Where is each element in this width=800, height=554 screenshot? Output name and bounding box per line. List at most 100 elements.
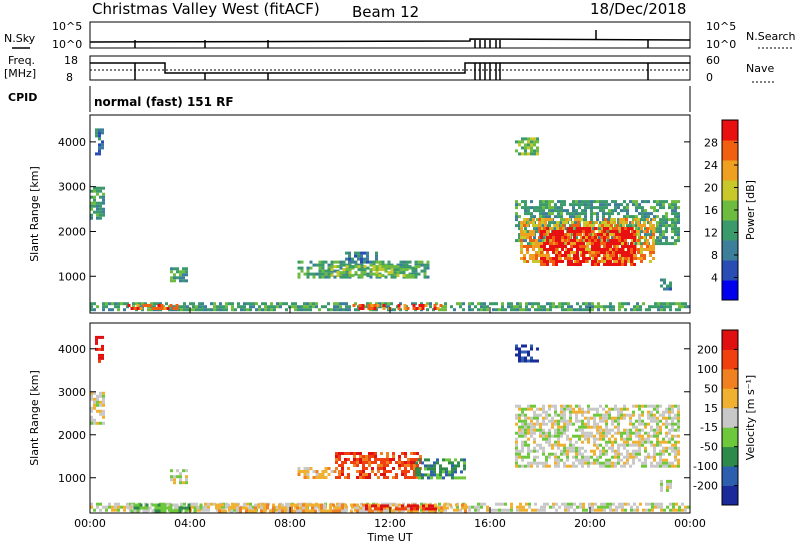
data-cell [602,215,605,219]
data-cell [624,245,627,248]
data-cell [90,189,93,193]
data-cell [380,458,383,461]
data-cell [587,410,590,414]
data-cell [414,272,418,276]
data-cell [539,407,542,411]
data-cell [663,508,666,512]
data-cell [644,404,647,408]
data-cell [96,204,99,208]
data-cell [427,464,430,468]
cpid-value: normal (fast) 151 RF [94,95,234,109]
data-cell [599,227,602,231]
data-cell [638,440,641,444]
data-cell [632,422,635,426]
data-cell [592,251,595,254]
data-cell [390,302,393,306]
data-cell [656,416,659,420]
colorbar-tick-label: 15 [704,402,718,415]
data-cell [624,254,627,257]
data-cell [668,431,671,435]
data-cell [619,230,622,233]
data-cell [99,201,102,205]
data-cell [645,308,648,312]
data-cell [529,230,532,233]
data-cell [656,221,659,225]
nsky-tick-top: 10^5 [52,20,82,33]
data-cell [572,434,575,438]
data-cell [523,221,526,224]
data-cell [584,212,587,216]
data-cell [169,503,173,507]
data-cell [377,503,380,507]
data-cell [530,416,533,420]
data-cell [102,394,105,398]
data-cell [557,206,560,210]
data-cell [650,416,653,420]
data-cell [665,224,668,228]
data-cell [365,467,368,470]
data-cell [524,200,527,204]
data-cell [587,203,590,207]
data-cell [518,356,521,360]
data-cell [454,476,457,480]
data-cell [392,503,395,507]
data-cell [629,437,632,441]
data-cell [568,218,571,221]
data-cell [515,353,518,357]
data-cell [163,307,167,310]
data-cell [90,421,93,425]
data-cell [407,464,410,467]
data-cell [398,455,401,458]
data-cell [677,464,680,468]
colorbar-segment [722,220,738,241]
data-cell [390,275,394,279]
data-cell [605,461,608,465]
data-cell [527,143,530,147]
data-cell [536,140,539,144]
colorbar-frame [721,329,739,506]
data-cell [411,268,415,272]
data-cell [404,461,407,464]
data-cell [662,449,665,453]
data-cell [608,218,611,222]
data-cell [459,508,462,512]
data-cell [604,233,607,236]
data-cell [532,260,535,263]
data-cell [183,502,186,506]
data-cell [336,274,340,278]
data-cell [557,212,560,216]
data-cell [557,458,560,462]
data-cell [662,200,665,204]
data-cell [600,305,603,309]
data-cell [306,272,310,276]
data-cell [305,503,308,507]
data-cell [408,274,412,278]
data-cell [626,431,629,435]
data-cell [604,224,607,227]
data-cell [380,507,383,511]
data-cell [561,245,564,248]
data-cell [596,425,599,429]
data-cell [575,413,578,417]
data-cell [538,248,541,251]
data-cell [157,304,161,307]
data-cell [635,227,638,231]
data-cell [501,508,504,512]
data-cell [607,221,610,224]
data-cell [369,275,373,279]
data-cell [644,458,647,462]
data-cell [663,302,666,306]
data-cell [397,307,401,310]
data-cell [231,308,234,312]
data-cell [617,455,620,459]
data-cell [544,224,547,227]
data-cell [234,508,237,512]
data-cell [560,449,563,453]
colorbar-segment [722,200,738,221]
data-cell [630,236,633,239]
data-cell [515,422,518,426]
data-cell [423,502,426,506]
data-cell [552,305,555,309]
data-cell [524,146,527,150]
data-cell [594,236,597,239]
